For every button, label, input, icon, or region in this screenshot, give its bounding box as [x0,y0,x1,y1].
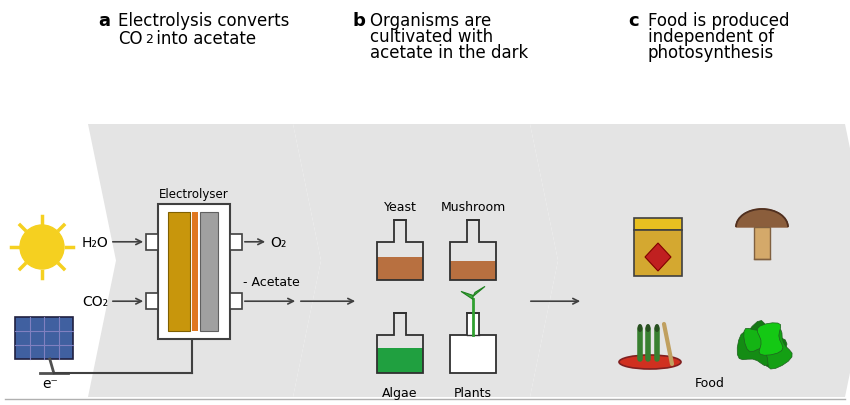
FancyBboxPatch shape [158,205,230,339]
Ellipse shape [654,324,660,332]
Text: Plants: Plants [454,386,492,399]
Text: 2: 2 [145,33,153,46]
Text: acetate in the dark: acetate in the dark [370,44,528,62]
Text: Food: Food [695,376,725,389]
FancyBboxPatch shape [192,213,198,331]
Text: a: a [98,12,110,30]
Polygon shape [744,321,787,368]
FancyBboxPatch shape [200,213,218,331]
Text: Electrolyser: Electrolyser [159,188,229,200]
Text: b: b [352,12,365,30]
Text: Mushroom: Mushroom [440,200,506,213]
FancyBboxPatch shape [230,234,242,250]
FancyBboxPatch shape [146,294,158,309]
Ellipse shape [645,324,650,332]
Text: Electrolysis converts: Electrolysis converts [118,12,289,30]
Text: CO: CO [118,30,143,48]
FancyBboxPatch shape [168,213,190,331]
Polygon shape [744,326,776,352]
Polygon shape [645,243,671,271]
Circle shape [20,226,64,269]
Polygon shape [450,261,496,280]
Polygon shape [461,292,473,300]
Polygon shape [737,333,773,366]
Polygon shape [88,125,321,397]
Polygon shape [757,329,792,369]
Polygon shape [293,125,558,397]
Text: CO₂: CO₂ [82,294,108,309]
Polygon shape [530,125,850,397]
Text: e⁻: e⁻ [42,376,58,390]
Text: cultivated with: cultivated with [370,28,493,46]
Text: c: c [628,12,638,30]
Text: into acetate: into acetate [151,30,256,48]
Text: Yeast: Yeast [383,200,416,213]
Text: Organisms are: Organisms are [370,12,491,30]
Ellipse shape [638,324,643,332]
Text: independent of: independent of [648,28,774,46]
Text: O₂: O₂ [270,235,286,249]
Text: - Acetate: - Acetate [243,275,300,288]
FancyBboxPatch shape [230,294,242,309]
FancyBboxPatch shape [634,230,682,276]
Text: Food is produced: Food is produced [648,12,790,30]
Text: Algae: Algae [382,386,417,399]
Polygon shape [450,313,496,373]
FancyBboxPatch shape [146,234,158,250]
Polygon shape [473,287,485,297]
Polygon shape [377,348,423,373]
Text: photosynthesis: photosynthesis [648,44,774,62]
FancyBboxPatch shape [634,218,682,230]
FancyBboxPatch shape [15,317,73,359]
FancyBboxPatch shape [754,228,770,259]
Polygon shape [377,258,423,280]
Polygon shape [757,323,783,355]
Polygon shape [736,209,788,228]
Text: H₂O: H₂O [82,235,108,249]
Ellipse shape [619,355,681,369]
